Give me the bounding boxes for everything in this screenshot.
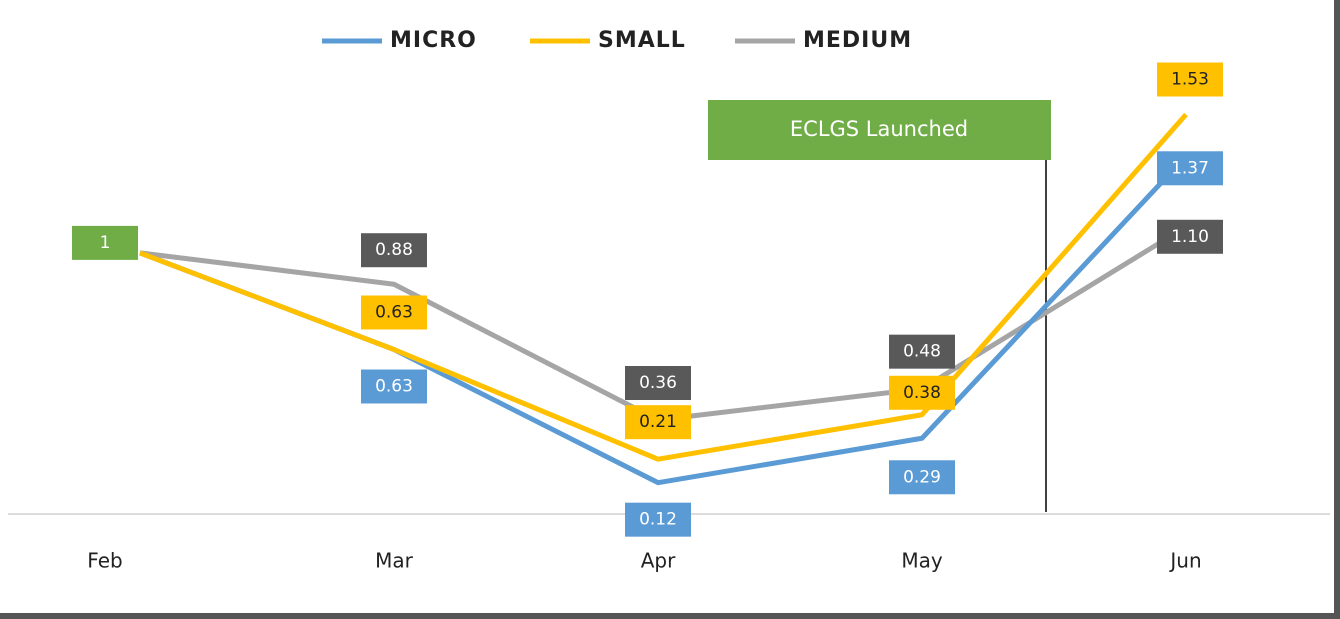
value-label-box <box>889 334 955 369</box>
annotation: ECLGS Launched <box>790 117 968 141</box>
x-tick-label: Jun <box>1168 549 1201 573</box>
legend-label: MEDIUM <box>803 28 912 53</box>
value-label-box <box>889 375 955 410</box>
value-label: 1.37 <box>1171 158 1209 178</box>
x-tick-label: May <box>901 549 943 573</box>
value-label: 1 <box>100 233 111 253</box>
value-label: 0.63 <box>375 377 413 397</box>
value-label-box <box>625 405 691 440</box>
annotation-box <box>708 100 1051 160</box>
legend-label: MICRO <box>390 28 477 53</box>
value-label-box <box>361 369 427 404</box>
value-label: 1.53 <box>1171 70 1209 90</box>
x-tick-label: Feb <box>87 549 122 573</box>
value-label: 0.88 <box>375 240 413 260</box>
series-line <box>139 112 1188 462</box>
value-label: 0.36 <box>639 373 677 393</box>
value-label-box <box>625 502 691 537</box>
value-label-box <box>1157 151 1223 186</box>
frame-edge <box>0 613 1340 619</box>
value-label-box <box>1157 62 1223 97</box>
value-label: 0.48 <box>903 342 941 362</box>
x-tick-label: Mar <box>375 549 414 573</box>
value-label-box <box>72 225 138 260</box>
value-label: 0.38 <box>903 383 941 403</box>
value-label-box <box>625 366 691 400</box>
value-label-box <box>889 460 955 495</box>
legend-label: SMALL <box>598 28 686 53</box>
value-label: 0.12 <box>639 510 677 530</box>
value-label: 0.21 <box>639 412 677 432</box>
value-label-box <box>361 295 427 330</box>
x-tick-label: Apr <box>641 549 676 573</box>
value-label-box <box>361 233 427 268</box>
value-label: 0.63 <box>375 303 413 323</box>
value-label: 1.10 <box>1171 227 1209 247</box>
value-label: 0.29 <box>903 467 941 487</box>
value-label-box <box>1157 219 1223 254</box>
frame-edge <box>1334 0 1340 619</box>
